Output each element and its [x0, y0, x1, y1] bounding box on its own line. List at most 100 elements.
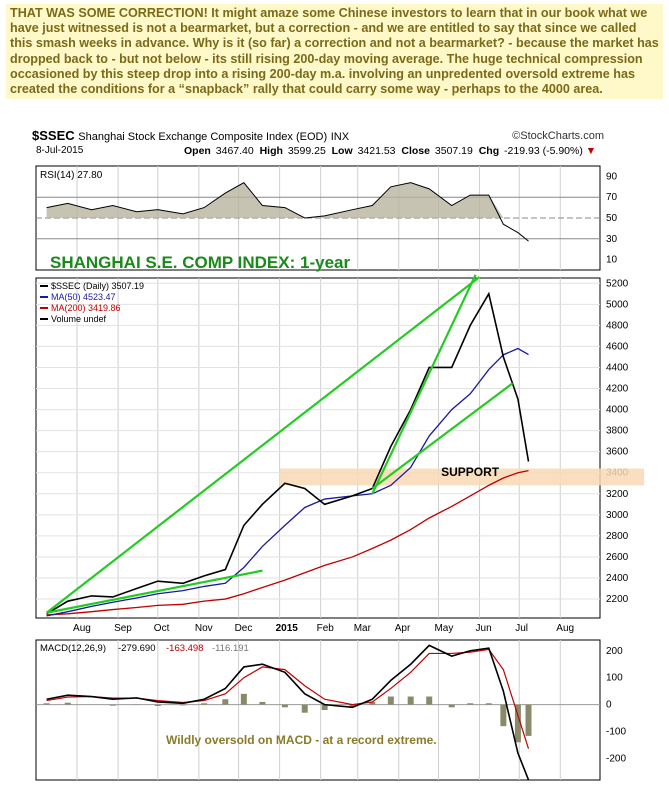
rsi-ytick-label: 10: [606, 255, 618, 266]
chg-value: -219.93 (-5.90%): [504, 145, 583, 157]
price-xtick-label: Aug: [73, 623, 91, 634]
price-ytick-label: 4600: [606, 341, 629, 352]
macd-histogram-bar: [514, 704, 521, 743]
rsi-ytick-label: 50: [606, 213, 618, 224]
price-ytick-label: 5200: [606, 278, 629, 289]
macd-ytick-label: -100: [606, 727, 626, 738]
price-xtick-label: Mar: [354, 623, 372, 634]
macd-histogram-bar: [64, 702, 71, 705]
support-band: [279, 468, 644, 486]
rsi-legend: RSI(14) 27.80: [40, 170, 103, 181]
commentary-text: THAT WAS SOME CORRECTION! It might amaze…: [6, 4, 663, 100]
macd-histogram-bar: [369, 701, 376, 705]
price-ytick-label: 3800: [606, 426, 629, 437]
open-label: Open: [184, 145, 211, 157]
low-value: 3421.53: [357, 145, 396, 157]
macd-legend-signal: -163.498: [166, 643, 204, 654]
rsi-ytick-label: 90: [606, 171, 618, 182]
high-label: High: [259, 145, 283, 157]
macd-histogram-bar: [240, 693, 247, 705]
macd-histogram-bar: [467, 703, 474, 705]
price-ytick-label: 4400: [606, 362, 629, 373]
macd-annotation: Wildly oversold on MACD - at a record ex…: [166, 733, 437, 747]
macd-histogram-bar: [349, 704, 356, 708]
ma200-line: [46, 469, 529, 616]
price-line: [46, 291, 530, 615]
macd-histogram-bar: [154, 704, 161, 706]
price-legend-entry: $SSEC (Daily) 3507.19: [51, 281, 144, 291]
trendline: [371, 274, 477, 495]
price-xtick-label: Sep: [114, 623, 132, 634]
macd-histogram-bar: [500, 704, 507, 727]
price-ytick-label: 4200: [606, 384, 629, 395]
symbol: $SSEC: [32, 128, 75, 143]
price-xtick-label: Apr: [395, 623, 411, 634]
price-ytick-label: 2200: [606, 594, 629, 605]
macd-histogram-bar: [407, 696, 414, 705]
price-xtick-label: Nov: [195, 623, 213, 634]
support-label: SUPPORT: [441, 465, 500, 479]
chg-label: Chg: [478, 145, 500, 157]
macd-histogram-bar: [109, 704, 116, 706]
brand-label: ©StockCharts.com: [512, 130, 604, 142]
price-xtick-label: Oct: [154, 623, 170, 634]
macd-ytick-label: 0: [606, 700, 612, 711]
macd-histogram-bar: [301, 704, 308, 713]
low-label: Low: [331, 145, 353, 157]
price-ytick-label: 3600: [606, 447, 629, 458]
price-ytick-label: 4000: [606, 405, 629, 416]
price-xtick-label: Jun: [476, 623, 492, 634]
macd-histogram-bar: [485, 703, 492, 705]
chart-svg: 10 30 50 70 90 RSI(14) 27.80 2200 2400 2600 2800 3…: [35, 165, 644, 781]
ohlc-readout: Open 3467.40 High 3599.25 Low 3421.53 Cl…: [184, 145, 596, 157]
price-chart-title: SHANGHAI S.E. COMP INDEX: 1-year: [50, 253, 350, 272]
macd-histogram-bar: [179, 704, 186, 706]
price-xtick-label: May: [434, 623, 453, 634]
price-ytick-label: 4800: [606, 320, 629, 331]
chg-down-icon: ▼: [585, 145, 597, 157]
price-xtick-label: Aug: [556, 623, 574, 634]
macd-histogram-bar: [43, 703, 50, 705]
macd-legend-label: MACD(12,26,9): [40, 643, 106, 654]
macd-line: [46, 644, 530, 781]
rsi-ytick-label: 30: [606, 234, 618, 245]
price-ytick-label: 5000: [606, 299, 629, 310]
macd-histogram-bar: [201, 703, 208, 705]
ma50-line: [46, 347, 529, 617]
price-xtick-label: Feb: [317, 623, 335, 634]
price-legend-entry: MA(50) 4523.47: [51, 292, 116, 302]
close-label: Close: [401, 145, 430, 157]
price-ytick-label: 3000: [606, 510, 629, 521]
trendline: [371, 382, 514, 490]
macd-histogram-bar: [448, 704, 455, 708]
macd-legend-hist: -116.191: [212, 643, 249, 654]
trendline: [45, 276, 481, 614]
rsi-ytick-label: 70: [606, 192, 618, 203]
macd-legend-macd: -279.690: [118, 643, 156, 654]
price-ytick-label: 3200: [606, 489, 629, 500]
chart-date: 8-Jul-2015: [36, 145, 84, 156]
macd-ytick-label: 200: [606, 646, 623, 657]
macd-histogram-bar: [281, 704, 288, 708]
price-ytick-label: 2400: [606, 573, 629, 584]
macd-histogram-bar: [426, 696, 433, 705]
rsi-line: [46, 181, 529, 242]
price-panel: [35, 277, 601, 619]
macd-histogram-bar: [321, 704, 328, 710]
price-ytick-label: 2600: [606, 552, 629, 563]
open-value: 3467.40: [215, 145, 254, 157]
macd-histogram-bar: [525, 704, 532, 736]
index-name: Shanghai Stock Exchange Composite Index …: [78, 131, 328, 143]
macd-histogram-bar: [222, 699, 229, 705]
price-xtick-label: Dec: [235, 623, 253, 634]
macd-histogram-bar: [259, 701, 266, 705]
chart-header: $SSEC Shanghai Stock Exchange Composite …: [32, 128, 349, 143]
macd-ytick-label: -200: [606, 753, 626, 764]
close-value: 3507.19: [434, 145, 473, 157]
exchange: INX: [330, 131, 350, 143]
price-xtick-label: 2015: [276, 623, 299, 634]
high-value: 3599.25: [287, 145, 326, 157]
macd-histogram-bar: [387, 696, 394, 705]
trendline: [46, 569, 263, 614]
price-ytick-label: 2800: [606, 531, 629, 542]
